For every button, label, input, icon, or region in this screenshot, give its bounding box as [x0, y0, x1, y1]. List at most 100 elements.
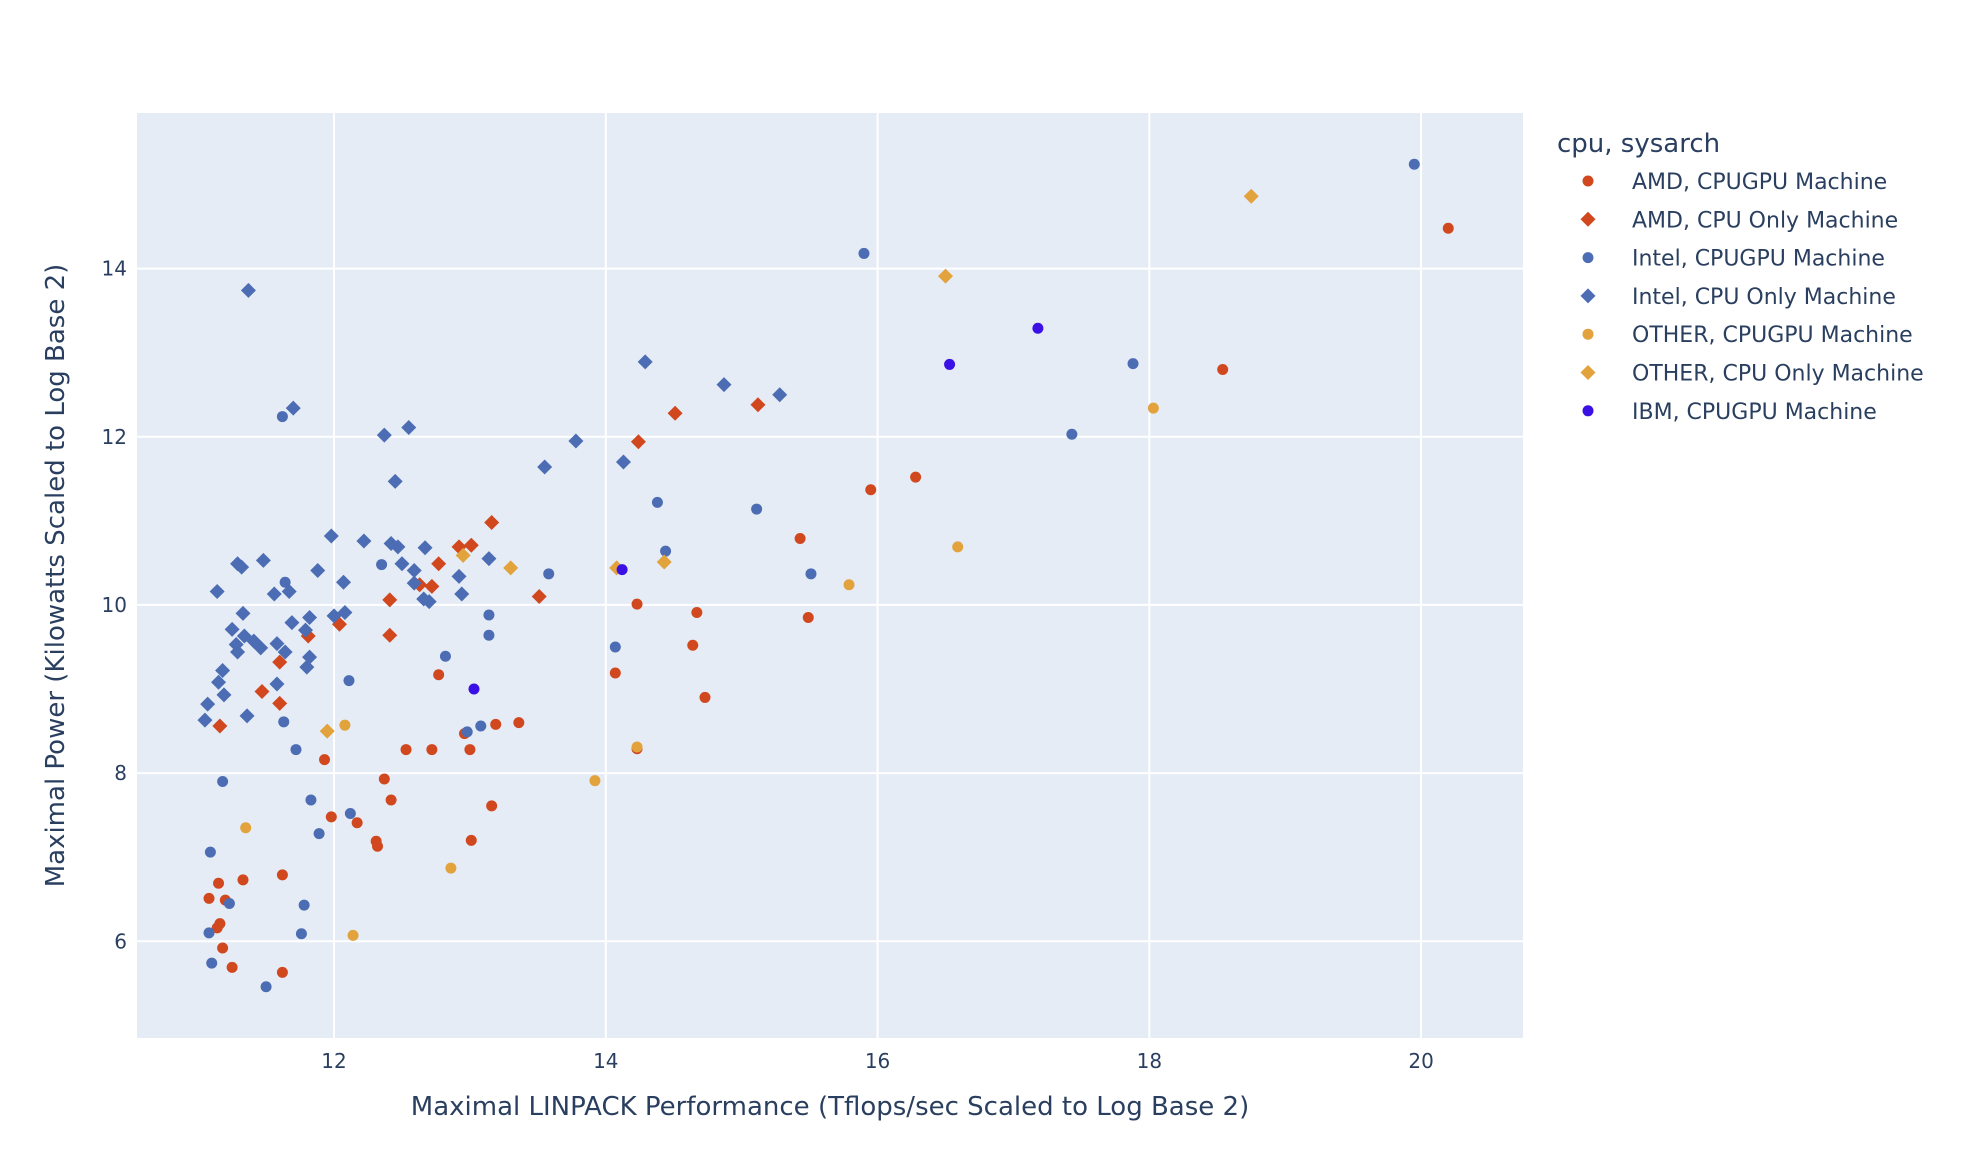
data-point	[276, 869, 288, 881]
data-point	[464, 744, 476, 756]
data-point	[1147, 402, 1159, 414]
data-point	[382, 592, 398, 608]
data-point	[203, 927, 215, 939]
y-tick-label: 10	[102, 593, 127, 617]
data-point	[237, 874, 249, 886]
data-point	[260, 981, 272, 993]
data-point	[337, 605, 353, 620]
data-point	[406, 575, 422, 591]
data-point	[1032, 322, 1044, 334]
data-point	[802, 612, 814, 624]
legend-item[interactable]: OTHER, CPUGPU Machine	[1582, 323, 1913, 348]
data-point	[609, 641, 621, 653]
data-point	[631, 741, 643, 753]
data-point	[656, 554, 672, 570]
data-point	[305, 794, 317, 806]
legend-label: Intel, CPUGPU Machine	[1632, 247, 1885, 272]
data-point	[952, 541, 964, 553]
data-point	[240, 282, 256, 298]
data-point	[531, 589, 547, 605]
data-point	[278, 716, 290, 728]
data-point	[383, 536, 399, 552]
data-point	[290, 744, 302, 756]
data-point	[609, 667, 621, 679]
data-point	[385, 794, 397, 806]
legend-label: OTHER, CPU Only Machine	[1632, 362, 1924, 387]
data-point	[406, 562, 422, 578]
data-point	[224, 621, 240, 637]
data-point	[568, 433, 584, 449]
legend-item[interactable]: AMD, CPUGPU Machine	[1582, 170, 1888, 195]
data-point	[455, 547, 471, 563]
legend-label: OTHER, CPUGPU Machine	[1632, 323, 1913, 348]
data-point	[302, 649, 318, 665]
data-point	[651, 496, 663, 508]
data-point	[1217, 363, 1229, 375]
data-point	[343, 675, 355, 687]
y-tick-label: 14	[102, 257, 127, 281]
data-point	[254, 684, 270, 700]
legend-marker	[1582, 405, 1594, 417]
data-point	[465, 834, 477, 846]
data-point	[226, 961, 238, 973]
legend[interactable]: cpu, sysarch AMD, CPUGPU Machine AMD, CPU…	[1557, 129, 1924, 425]
data-point	[468, 683, 480, 695]
legend-item[interactable]: AMD, CPU Only Machine	[1580, 208, 1899, 233]
data-point	[630, 434, 646, 450]
series-group	[468, 322, 1044, 695]
data-point	[200, 696, 216, 712]
data-point	[750, 397, 766, 413]
x-tick-label: 14	[593, 1049, 618, 1073]
data-point	[223, 897, 235, 909]
data-point	[319, 754, 331, 766]
data-point	[272, 695, 288, 711]
data-point	[1066, 428, 1078, 440]
data-point	[211, 674, 227, 690]
data-point	[481, 551, 497, 567]
x-tick-label: 20	[1408, 1049, 1433, 1073]
data-point	[326, 608, 342, 624]
y-tick-label: 8	[114, 761, 127, 785]
data-point	[209, 583, 225, 599]
y-tick-label: 12	[102, 425, 127, 449]
data-point	[295, 928, 307, 940]
data-point	[347, 929, 359, 941]
y-axis-title: Maximal Power (Kilowatts Scaled to Log B…	[41, 264, 71, 888]
x-tick-label: 16	[865, 1049, 890, 1073]
legend-item[interactable]: IBM, CPUGPU Machine	[1582, 400, 1877, 425]
data-point	[439, 650, 451, 662]
data-point	[372, 840, 384, 852]
data-point	[451, 568, 467, 584]
legend-label: AMD, CPU Only Machine	[1632, 208, 1898, 233]
data-point	[217, 776, 229, 788]
data-point	[424, 578, 440, 594]
data-point	[277, 644, 293, 660]
data-point	[394, 556, 410, 572]
series-group	[197, 282, 788, 728]
legend-item[interactable]: OTHER, CPU Only Machine	[1580, 362, 1924, 387]
legend-item[interactable]: Intel, CPUGPU Machine	[1582, 247, 1885, 272]
data-point	[461, 726, 473, 738]
legend-label: AMD, CPUGPU Machine	[1632, 170, 1887, 195]
data-points	[197, 158, 1454, 993]
data-point	[865, 484, 877, 496]
data-point	[637, 354, 653, 370]
legend-title: cpu, sysarch	[1557, 129, 1720, 159]
data-point	[699, 691, 711, 703]
data-point	[269, 676, 285, 692]
data-point	[426, 744, 438, 756]
data-point	[858, 247, 870, 259]
data-point	[234, 559, 250, 575]
data-point	[503, 560, 519, 576]
legend-marker	[1580, 365, 1596, 380]
data-point	[211, 922, 223, 934]
legend-item[interactable]: Intel, CPU Only Machine	[1580, 285, 1896, 310]
x-tick-label: 12	[321, 1049, 346, 1073]
data-point	[463, 537, 479, 553]
legend-marker	[1580, 288, 1596, 304]
data-point	[351, 817, 363, 829]
series-group	[319, 188, 1259, 739]
data-point	[206, 957, 218, 969]
data-point	[203, 892, 215, 904]
data-point	[297, 622, 313, 638]
